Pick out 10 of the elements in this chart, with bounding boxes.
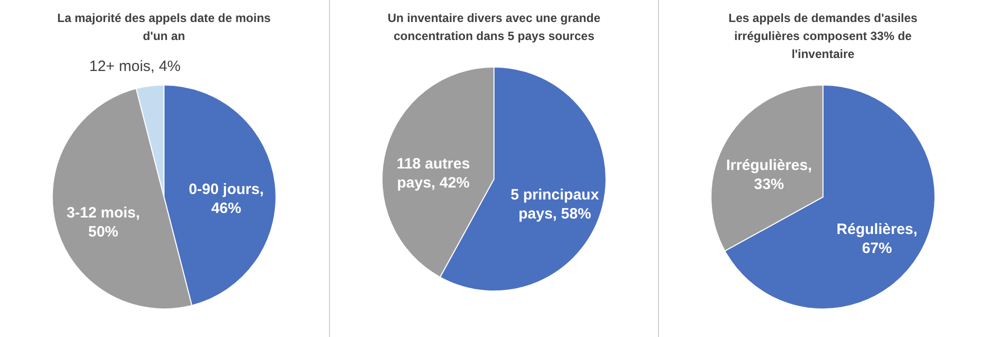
slice-label: 3-12 mois, 50%	[66, 204, 140, 241]
chart-title: La majorité des appels date de moins d'un an	[57, 11, 272, 44]
chart-title: Un inventaire divers avec une grande concentration dans 5 pays sources	[388, 11, 601, 43]
slice-label: 0-90 jours, 46%	[188, 181, 264, 218]
slice-label: 5 principaux pays, 58%	[510, 186, 600, 223]
slice-label: Régulières, 67%	[836, 220, 918, 257]
slice-label: Irrégulières, 33%	[726, 157, 812, 194]
slice-label: 118 autres pays, 42%	[396, 155, 470, 192]
slice-label: 12+ mois, 4%	[89, 58, 181, 76]
chart-title: Les appels de demandes d'asiles irrégulières composent 33% de l'inventaire	[728, 11, 918, 61]
